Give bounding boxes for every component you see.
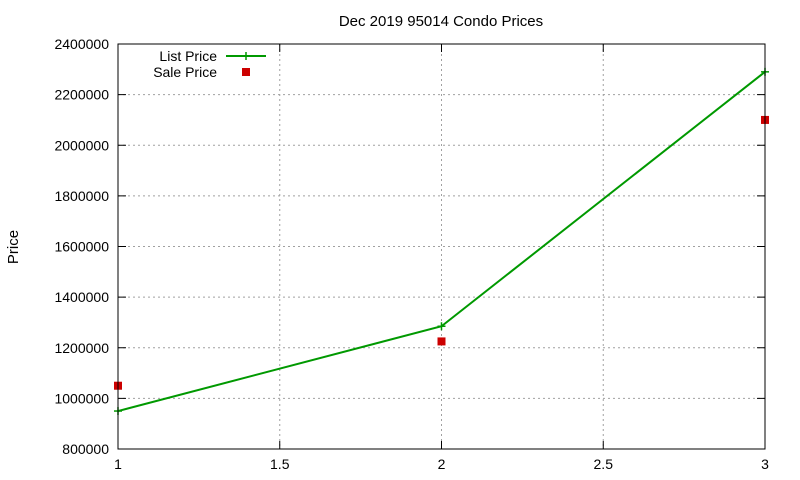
y-tick-label: 2200000: [54, 87, 109, 103]
x-tick-label: 2: [438, 456, 446, 472]
y-tick-label: 1600000: [54, 239, 109, 255]
x-tick-label: 1: [114, 456, 122, 472]
legend-label: Sale Price: [153, 64, 217, 80]
y-tick-label: 1400000: [54, 289, 109, 305]
legend-label: List Price: [159, 48, 217, 64]
y-tick-label: 800000: [62, 441, 109, 457]
legend-square-swatch: [242, 68, 250, 76]
y-tick-label: 2400000: [54, 36, 109, 52]
plot-border: [117, 43, 766, 450]
x-tick-label: 2.5: [594, 456, 614, 472]
y-tick-label: 1800000: [54, 188, 109, 204]
grid: [118, 44, 765, 449]
axis-ticks: 800000 1000000 1200000 1400000 1600000 180000…: [54, 36, 769, 472]
y-tick-label: 2000000: [54, 137, 109, 153]
sale-price-point: [437, 337, 446, 346]
chart-title: Dec 2019 95014 Condo Prices: [339, 13, 543, 30]
list-price-point: [437, 322, 446, 331]
y-tick-label: 1000000: [54, 390, 109, 406]
x-tick-label: 3: [761, 456, 769, 472]
y-axis-label: Price: [5, 230, 22, 264]
y-tick-label: 1200000: [54, 340, 109, 356]
legend-plus-marker: [242, 52, 250, 60]
x-tick-label: 1.5: [270, 456, 290, 472]
